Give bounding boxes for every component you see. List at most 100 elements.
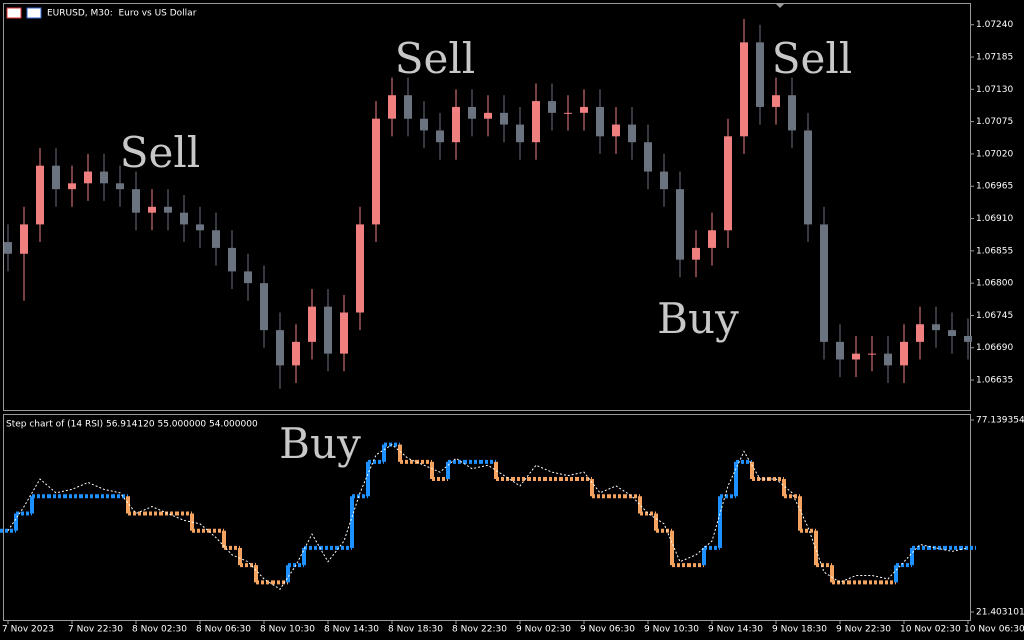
- candle-body: [788, 95, 796, 131]
- candle-body: [484, 112, 492, 119]
- candle-body: [244, 271, 252, 284]
- candle-body: [660, 171, 668, 190]
- candle-body: [852, 353, 860, 360]
- candle-body: [148, 206, 156, 213]
- y-tick-label: 1.06910: [976, 214, 1013, 224]
- price-panel: [3, 3, 971, 411]
- candle-body: [372, 118, 380, 225]
- candle-body: [100, 171, 108, 184]
- candle-body: [260, 283, 268, 331]
- x-tick-label: 8 Nov 10:30: [260, 625, 315, 635]
- candle-body: [52, 165, 60, 190]
- candle-body: [964, 336, 972, 342]
- y-tick-label: 1.06965: [976, 182, 1013, 192]
- candle-body: [820, 224, 828, 342]
- candle-body: [228, 247, 236, 272]
- candle-body: [612, 124, 620, 137]
- candle-body: [564, 112, 572, 114]
- candle-body: [916, 324, 924, 342]
- candle-body: [276, 330, 284, 366]
- candle-body: [708, 230, 716, 248]
- y-tick-label: 1.06635: [976, 376, 1013, 386]
- toolbar-icons: [6, 7, 42, 19]
- x-tick-label: 10 Nov 02:30: [900, 625, 961, 635]
- candle-body: [356, 224, 364, 313]
- x-tick-label: 8 Nov 06:30: [196, 625, 251, 635]
- candle-body: [548, 101, 556, 113]
- rsi-panel: [3, 414, 971, 621]
- candle-body: [772, 95, 780, 107]
- candle-body: [436, 130, 444, 143]
- candle-body: [324, 306, 332, 354]
- y-tick-label: 1.07240: [976, 20, 1013, 30]
- candle-body: [532, 101, 540, 143]
- candle-body: [516, 124, 524, 143]
- candle-body: [164, 206, 172, 213]
- icon: [26, 7, 42, 19]
- indicator-title: Step chart of (14 RSI) 56.914120 55.0000…: [6, 420, 258, 430]
- candle-body: [756, 42, 764, 107]
- candle-body: [692, 247, 700, 260]
- y-tick-label: 21.403101: [976, 607, 1024, 617]
- candle-body: [932, 324, 940, 331]
- candle-body: [500, 112, 508, 125]
- candle-body: [596, 106, 604, 137]
- candle-body: [116, 183, 124, 190]
- shift-marker: [775, 3, 785, 8]
- x-tick-label: 9 Nov 10:30: [644, 625, 699, 635]
- signal-annotation: Buy: [657, 294, 739, 343]
- candle-body: [836, 341, 844, 360]
- candle-body: [388, 95, 396, 119]
- signal-annotation: Sell: [772, 34, 853, 83]
- candle-body: [132, 189, 140, 213]
- candle-body: [468, 106, 476, 119]
- candle-body: [580, 106, 588, 113]
- candle-body: [84, 171, 92, 184]
- y-tick-label: 77.139354: [976, 415, 1024, 425]
- candle-body: [740, 42, 748, 137]
- candle-body: [36, 165, 44, 225]
- y-tick-label: 1.07075: [976, 117, 1013, 127]
- candle-body: [196, 224, 204, 231]
- x-tick-label: 8 Nov 02:30: [132, 625, 187, 635]
- candle-body: [628, 124, 636, 143]
- signal-annotation: Sell: [395, 34, 476, 83]
- candle-body: [420, 118, 428, 131]
- candle-body: [884, 353, 892, 366]
- x-tick-label: 8 Nov 22:30: [452, 625, 507, 635]
- candle-body: [340, 312, 348, 354]
- candle-body: [308, 306, 316, 342]
- y-tick-label: 1.07130: [976, 85, 1013, 95]
- y-tick-label: 1.07020: [976, 149, 1013, 159]
- y-tick-label: 1.06690: [976, 343, 1013, 353]
- candle-body: [4, 242, 12, 254]
- x-tick-label: 8 Nov 14:30: [324, 625, 379, 635]
- y-tick-label: 1.06745: [976, 311, 1013, 321]
- y-tick-label: 1.07185: [976, 53, 1013, 63]
- x-tick-label: 9 Nov 18:30: [772, 625, 827, 635]
- candle-body: [404, 95, 412, 119]
- x-tick-label: 10 Nov 06:30: [964, 625, 1024, 635]
- candle-body: [180, 212, 188, 225]
- x-tick-label: 8 Nov 18:30: [388, 625, 443, 635]
- candle-body: [676, 189, 684, 260]
- candle-body: [948, 330, 956, 336]
- candle-body: [212, 230, 220, 248]
- candle-body: [644, 142, 652, 172]
- candle-body: [452, 106, 460, 143]
- signal-annotation: Sell: [120, 128, 201, 177]
- signal-annotation: Buy: [279, 419, 361, 468]
- x-tick-label: 7 Nov 2023: [2, 625, 54, 635]
- candle-body: [724, 136, 732, 231]
- x-tick-label: 9 Nov 14:30: [708, 625, 763, 635]
- candle-body: [900, 341, 908, 366]
- icon: [6, 7, 22, 19]
- x-tick-label: 9 Nov 06:30: [580, 625, 635, 635]
- symbol-title: EURUSD, M30: Euro vs US Dollar: [47, 9, 197, 19]
- x-tick-label: 7 Nov 22:30: [68, 625, 123, 635]
- candle-body: [68, 183, 76, 190]
- x-tick-label: 9 Nov 02:30: [516, 625, 571, 635]
- candle-body: [804, 130, 812, 225]
